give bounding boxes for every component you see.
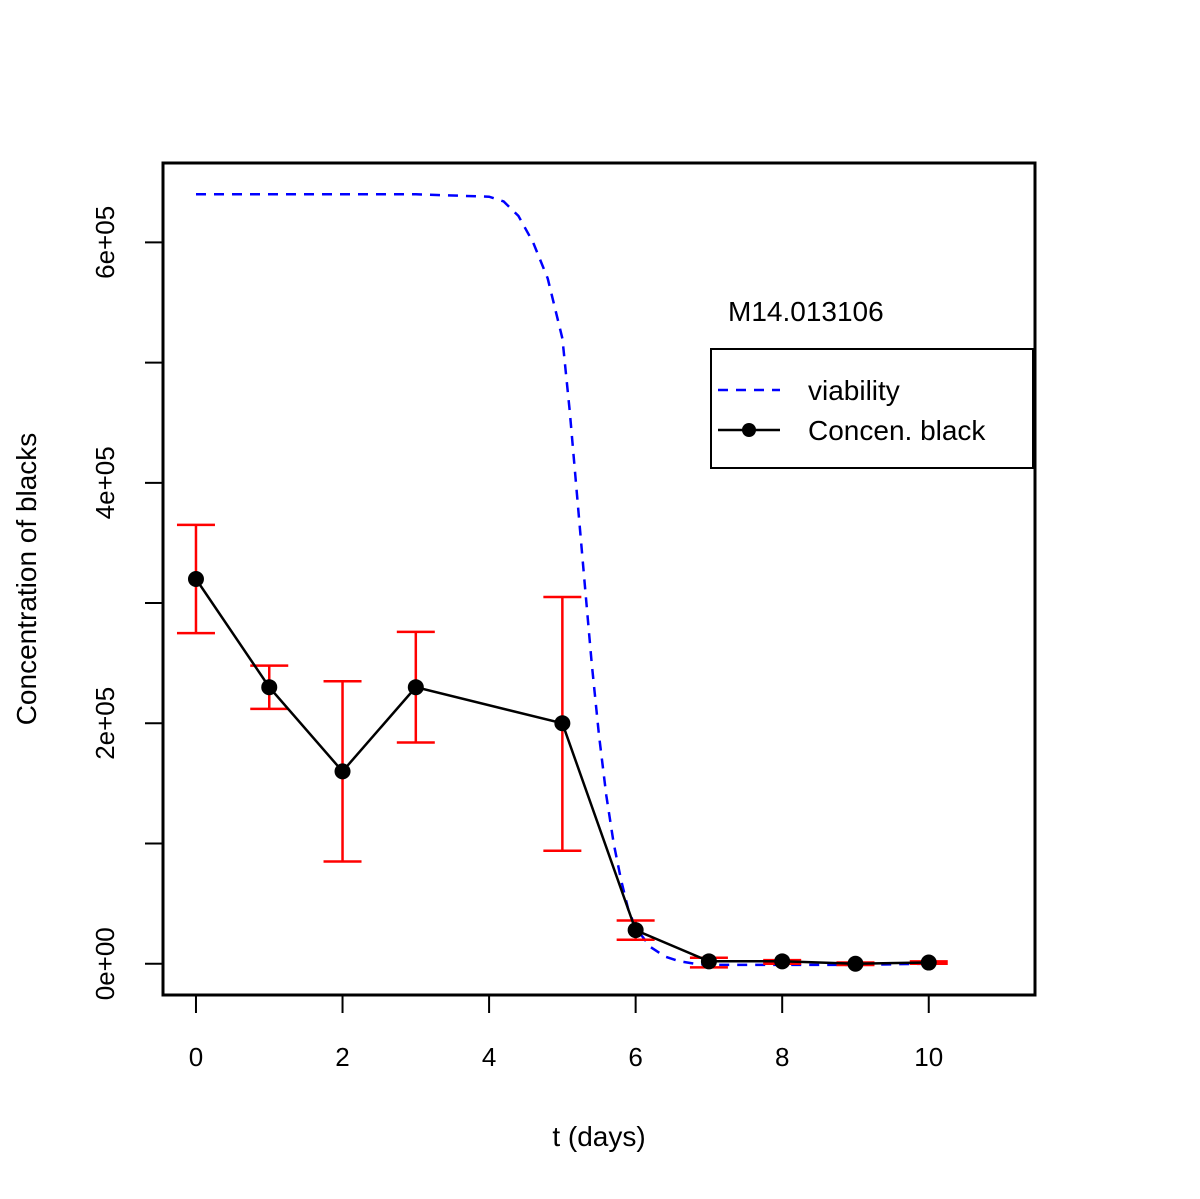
legend-concentration-marker	[742, 423, 756, 437]
y-tick-label: 6e+05	[90, 206, 120, 279]
concentration-point	[627, 922, 644, 939]
concentration-point	[920, 954, 937, 971]
legend: viability Concen. black	[710, 348, 1034, 469]
legend-viability-label: viability	[808, 375, 900, 406]
x-axis: 0 2 4 6 8 10	[189, 994, 943, 1072]
concentration-point	[334, 763, 351, 780]
concentration-point	[774, 953, 791, 970]
concentration-point	[407, 679, 424, 696]
x-tick-label: 4	[482, 1042, 496, 1072]
concentration-point	[700, 953, 717, 970]
y-tick-label: 2e+05	[90, 687, 120, 760]
y-tick-label: 4e+05	[90, 446, 120, 519]
concentration-point	[187, 571, 204, 587]
x-axis-label: t (days)	[552, 1121, 645, 1152]
concentration-point	[847, 955, 864, 972]
x-tick-label: 6	[628, 1042, 642, 1072]
concentration-point	[261, 679, 278, 696]
concentration-line	[194, 578, 929, 965]
series-layer	[176, 193, 948, 972]
y-axis-label: Concentration of blacks	[11, 433, 42, 726]
concentration-point	[554, 715, 571, 732]
x-tick-label: 0	[189, 1042, 203, 1072]
y-tick-label: 0e+00	[90, 927, 120, 1000]
y-axis: 0e+00 2e+05 4e+05 6e+05	[90, 206, 164, 1000]
legend-concentration-label: Concen. black	[808, 415, 986, 446]
annotation-label: M14.013106	[728, 296, 884, 327]
x-tick-label: 2	[335, 1042, 349, 1072]
x-tick-label: 8	[775, 1042, 789, 1072]
viability-line	[196, 193, 929, 967]
legend-box	[710, 348, 1034, 469]
plot-frame	[161, 161, 1037, 997]
x-tick-label: 10	[914, 1042, 943, 1072]
